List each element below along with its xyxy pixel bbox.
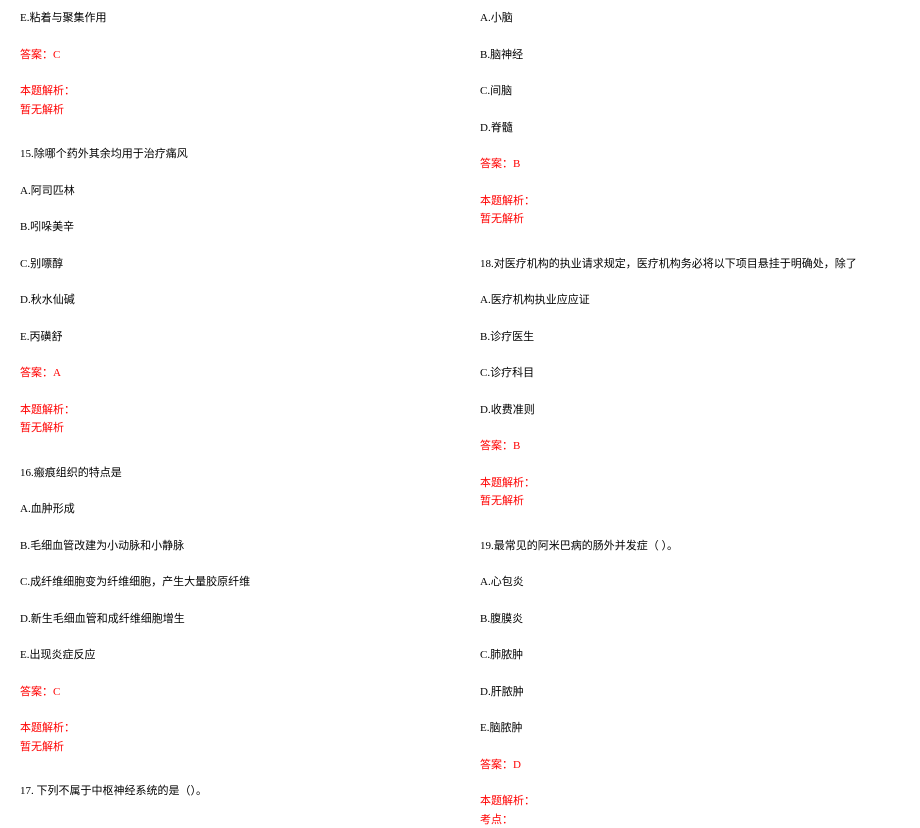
q17-analysis-text: 暂无解析 (480, 211, 900, 228)
q18-option-b: B.诊疗医生 (480, 329, 900, 346)
q17-option-b: B.脑神经 (480, 47, 900, 64)
q15-option-c: C.别嘌醇 (20, 256, 440, 273)
q16-analysis-label: 本题解析： (20, 720, 440, 737)
q16-stem: 16.瘢痕组织的特点是 (20, 465, 440, 482)
q19-stem: 19.最常见的阿米巴病的肠外并发症（ ）。 (480, 538, 900, 555)
q17-answer: 答案：B (480, 156, 900, 173)
q16-option-d: D.新生毛细血管和成纤维细胞增生 (20, 611, 440, 628)
q17-stem: 17. 下列不属于中枢神经系统的是（）。 (20, 783, 440, 800)
q17-option-a: A.小脑 (480, 10, 900, 27)
q19-analysis-label: 本题解析： (480, 793, 900, 810)
q16-option-b: B.毛细血管改建为小动脉和小静脉 (20, 538, 440, 555)
q14-analysis-text: 暂无解析 (20, 102, 440, 119)
q19-analysis-text: 考点： (480, 812, 900, 828)
q15-option-a: A.阿司匹林 (20, 183, 440, 200)
q18-analysis-label: 本题解析： (480, 475, 900, 492)
q15-option-e: E.丙磺舒 (20, 329, 440, 346)
q15-answer: 答案：A (20, 365, 440, 382)
exam-page: E.粘着与聚集作用 答案：C 本题解析： 暂无解析 15.除哪个药外其余均用于治… (0, 0, 920, 651)
q16-answer: 答案：C (20, 684, 440, 701)
q19-option-c: C.肺脓肿 (480, 647, 900, 664)
right-column: A.小脑 B.脑神经 C.间脑 D.脊髓 答案：B 本题解析： 暂无解析 18.… (460, 0, 920, 651)
q19-answer: 答案：D (480, 757, 900, 774)
q18-option-a: A.医疗机构执业应应证 (480, 292, 900, 309)
q15-stem: 15.除哪个药外其余均用于治疗痛风 (20, 146, 440, 163)
q19-option-d: D.肝脓肿 (480, 684, 900, 701)
q14-answer: 答案：C (20, 47, 440, 64)
q16-option-a: A.血肿形成 (20, 501, 440, 518)
q18-option-d: D.收费准则 (480, 402, 900, 419)
q18-answer: 答案：B (480, 438, 900, 455)
q19-option-a: A.心包炎 (480, 574, 900, 591)
q16-option-c: C.成纤维细胞变为纤维细胞，产生大量胶原纤维 (20, 574, 440, 591)
q18-option-c: C.诊疗科目 (480, 365, 900, 382)
q17-option-c: C.间脑 (480, 83, 900, 100)
q18-analysis-text: 暂无解析 (480, 493, 900, 510)
q15-analysis-text: 暂无解析 (20, 420, 440, 437)
q14-analysis-label: 本题解析： (20, 83, 440, 100)
q14-option-e: E.粘着与聚集作用 (20, 10, 440, 27)
q17-analysis-label: 本题解析： (480, 193, 900, 210)
q17-option-d: D.脊髓 (480, 120, 900, 137)
q15-analysis-label: 本题解析： (20, 402, 440, 419)
q18-stem: 18.对医疗机构的执业请求规定，医疗机构务必将以下项目悬挂于明确处，除了 (480, 256, 900, 273)
q15-option-d: D.秋水仙碱 (20, 292, 440, 309)
left-column: E.粘着与聚集作用 答案：C 本题解析： 暂无解析 15.除哪个药外其余均用于治… (0, 0, 460, 651)
q19-option-b: B.腹膜炎 (480, 611, 900, 628)
q16-analysis-text: 暂无解析 (20, 739, 440, 756)
q16-option-e: E.出现炎症反应 (20, 647, 440, 664)
q15-option-b: B.吲哚美辛 (20, 219, 440, 236)
q19-option-e: E.脑脓肿 (480, 720, 900, 737)
